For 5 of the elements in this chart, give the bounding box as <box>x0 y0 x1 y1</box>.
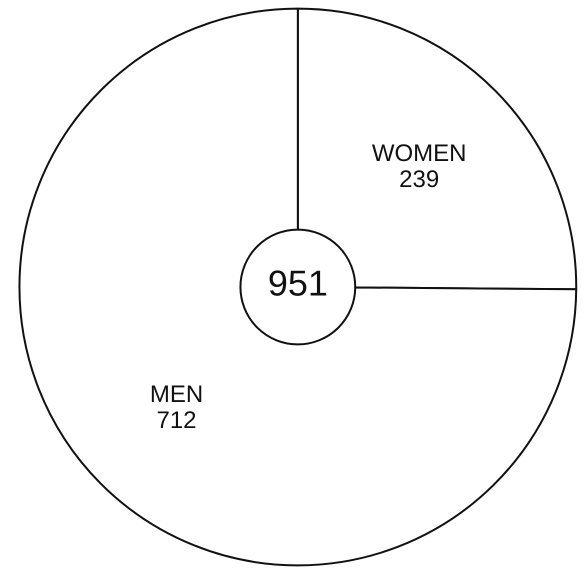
data-label: 239 <box>399 166 440 194</box>
text: 951 <box>268 262 328 304</box>
slice-label: WOMEN <box>372 140 467 168</box>
data-label: 712 <box>156 406 197 434</box>
slice-label: MEN <box>150 380 204 408</box>
